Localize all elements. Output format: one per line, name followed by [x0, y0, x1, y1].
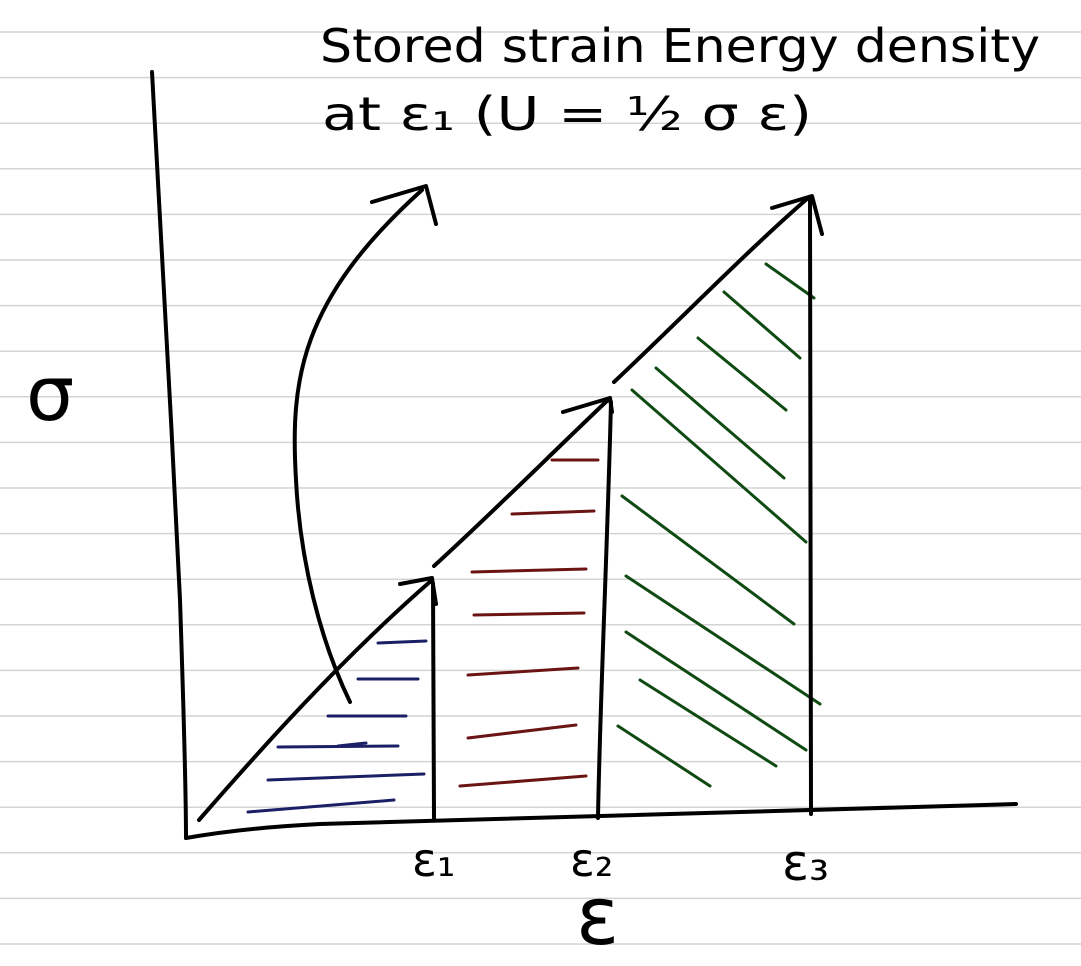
y-axis [150, 70, 188, 840]
hatch-stroke-3 [624, 574, 822, 706]
hatch-stroke-3 [624, 630, 808, 752]
annotation-line-1: Stored strain Energy density [320, 19, 1040, 73]
hatch-region-2 [458, 458, 600, 788]
hatch-stroke-2 [458, 774, 588, 788]
x-axis-label: ε [576, 870, 619, 963]
hatch-stroke-3 [630, 388, 808, 544]
callout-arrow-head [370, 184, 438, 226]
loading-line-3 [612, 196, 810, 384]
hatch-stroke-1 [336, 741, 368, 748]
hatch-stroke-2 [470, 567, 588, 574]
hatch-stroke-2 [472, 611, 586, 617]
hatch-stroke-2 [466, 666, 580, 677]
tick-label-e3: ε₃ [782, 834, 829, 892]
ruled-lines [0, 31, 1081, 945]
hatch-stroke-3 [722, 290, 802, 360]
hatch-stroke-3 [654, 366, 786, 480]
tick-label-e2: ε₂ [570, 833, 613, 887]
hatch-stroke-1 [266, 772, 426, 782]
vertical-line-e3 [808, 198, 813, 816]
hatch-stroke-2 [466, 723, 578, 740]
hatch-stroke-1 [376, 639, 428, 645]
hatch-stroke-2 [510, 509, 596, 516]
hatch-region-3 [616, 262, 822, 788]
vertical-line-e2 [596, 400, 613, 820]
y-axis-label: σ [26, 349, 74, 438]
hatch-stroke-3 [638, 678, 778, 768]
loading-line-2 [432, 396, 612, 568]
annotation-line-2: at ε₁ (U = ½ σ ε) [322, 87, 812, 141]
x-axis [184, 802, 1018, 840]
loading-line-1 [197, 578, 434, 822]
callout-arrow [292, 188, 424, 704]
arrow-head-3 [770, 194, 824, 236]
hatch-stroke-3 [616, 724, 712, 788]
hatch-stroke-3 [764, 262, 816, 300]
hatch-region-1 [246, 639, 428, 814]
hatch-stroke-1 [246, 798, 396, 814]
vertical-line-e1 [431, 582, 436, 820]
hatch-stroke-3 [696, 336, 788, 412]
tick-label-e1: ε₁ [412, 833, 455, 887]
hatch-stroke-3 [620, 494, 796, 626]
